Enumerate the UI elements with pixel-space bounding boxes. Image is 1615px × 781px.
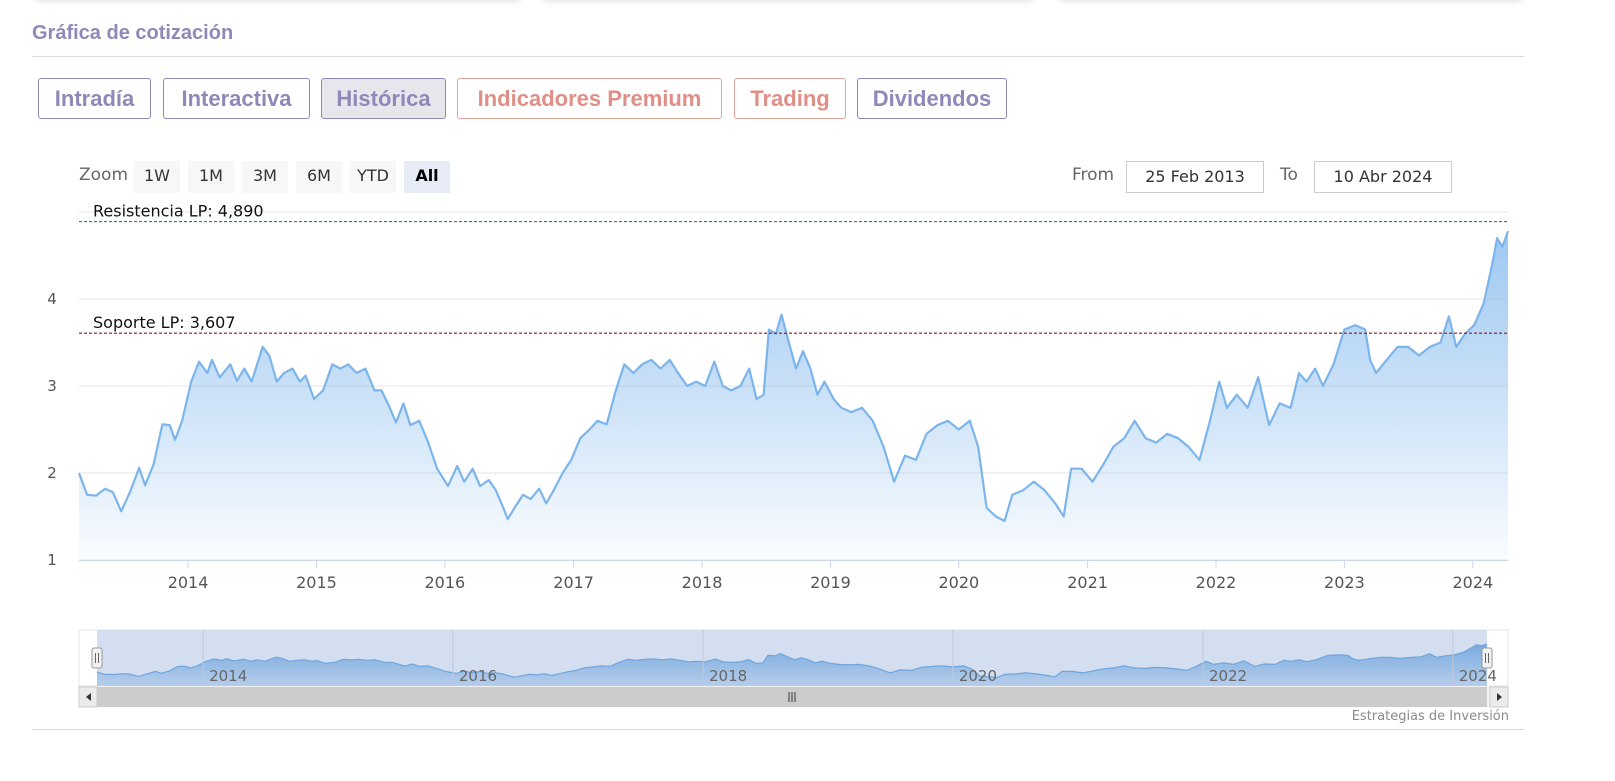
scroll-right-icon	[1497, 693, 1502, 701]
from-date-input[interactable]: 25 Feb 2013	[1126, 161, 1264, 193]
navigator-tick-label: 2022	[1209, 667, 1247, 685]
zoom-1w-button[interactable]: 1W	[134, 161, 180, 193]
navigator-tick-label: 2014	[209, 667, 247, 685]
navigator-area	[97, 643, 1487, 686]
x-tick-label: 2014	[168, 573, 209, 592]
price-line	[77, 230, 1510, 522]
x-tick-label: 2021	[1067, 573, 1108, 592]
navigator[interactable]: 2014 2016 2018 2020 2022 2024	[78, 629, 1509, 687]
tab-interactiva[interactable]: Interactiva	[163, 78, 310, 119]
zoom-6m-button[interactable]: 6M	[296, 161, 342, 193]
tab-indicadores-premium[interactable]: Indicadores Premium	[457, 78, 722, 119]
navigator-handle-icon	[1481, 647, 1493, 669]
zoom-label: Zoom	[79, 165, 129, 185]
price-area	[77, 230, 1510, 560]
plot-line-label: Soporte LP: 3,607	[93, 313, 236, 332]
navigator-tick-label: 2020	[959, 667, 997, 685]
tab-intradia[interactable]: Intradía	[38, 78, 151, 119]
x-tick-label: 2017	[553, 573, 594, 592]
x-axis-labels: 2014 2015 2016 2017 2018 2019 2020 2021 2022 2023…	[79, 560, 1508, 592]
credits-label: Estrategias de Inversión	[1351, 709, 1509, 724]
scroll-left-icon	[86, 693, 91, 701]
plot-line-label: Resistencia LP: 4,890	[93, 202, 264, 221]
navigator-tick-label: 2024	[1459, 667, 1497, 685]
navigator-tick-label: 2016	[459, 667, 497, 685]
x-tick-label: 2020	[938, 573, 979, 592]
tab-dividendos[interactable]: Dividendos	[857, 78, 1007, 119]
x-tick-label: 2019	[810, 573, 851, 592]
support-resistance-lines: Resistencia LP: 4,890 Soporte LP: 3,607	[79, 202, 1508, 334]
x-tick-label: 2023	[1324, 573, 1365, 592]
navigator-tick-label: 2018	[709, 667, 747, 685]
zoom-1m-button[interactable]: 1M	[188, 161, 234, 193]
navigator-handle-icon	[91, 647, 103, 669]
x-tick-label: 2018	[682, 573, 723, 592]
x-tick-label: 2022	[1196, 573, 1237, 592]
y-tick-label: 4	[47, 290, 57, 308]
from-label: From	[1072, 165, 1115, 185]
y-tick-label: 2	[47, 464, 57, 482]
y-axis-labels: 1 2 3 4	[47, 290, 57, 569]
navigator-line	[96, 643, 1488, 679]
title-divider	[32, 56, 1524, 57]
price-area-fill	[79, 231, 1508, 560]
x-tick-label: 2024	[1452, 573, 1493, 592]
tab-historica[interactable]: Histórica	[321, 78, 446, 119]
zoom-all-button[interactable]: All	[404, 161, 450, 193]
y-tick-label: 1	[47, 551, 57, 569]
zoom-ytd-button[interactable]: YTD	[350, 161, 396, 193]
to-date-input[interactable]: 10 Abr 2024	[1314, 161, 1452, 193]
scrollbar[interactable]	[78, 686, 1509, 708]
zoom-3m-button[interactable]: 3M	[242, 161, 288, 193]
x-tick-label: 2016	[425, 573, 466, 592]
to-label: To	[1280, 165, 1298, 185]
section-title: Gráfica de cotización	[32, 22, 234, 44]
bottom-divider	[32, 729, 1524, 730]
x-tick-label: 2015	[296, 573, 337, 592]
y-tick-label: 3	[47, 377, 57, 395]
tab-trading[interactable]: Trading	[734, 78, 846, 119]
